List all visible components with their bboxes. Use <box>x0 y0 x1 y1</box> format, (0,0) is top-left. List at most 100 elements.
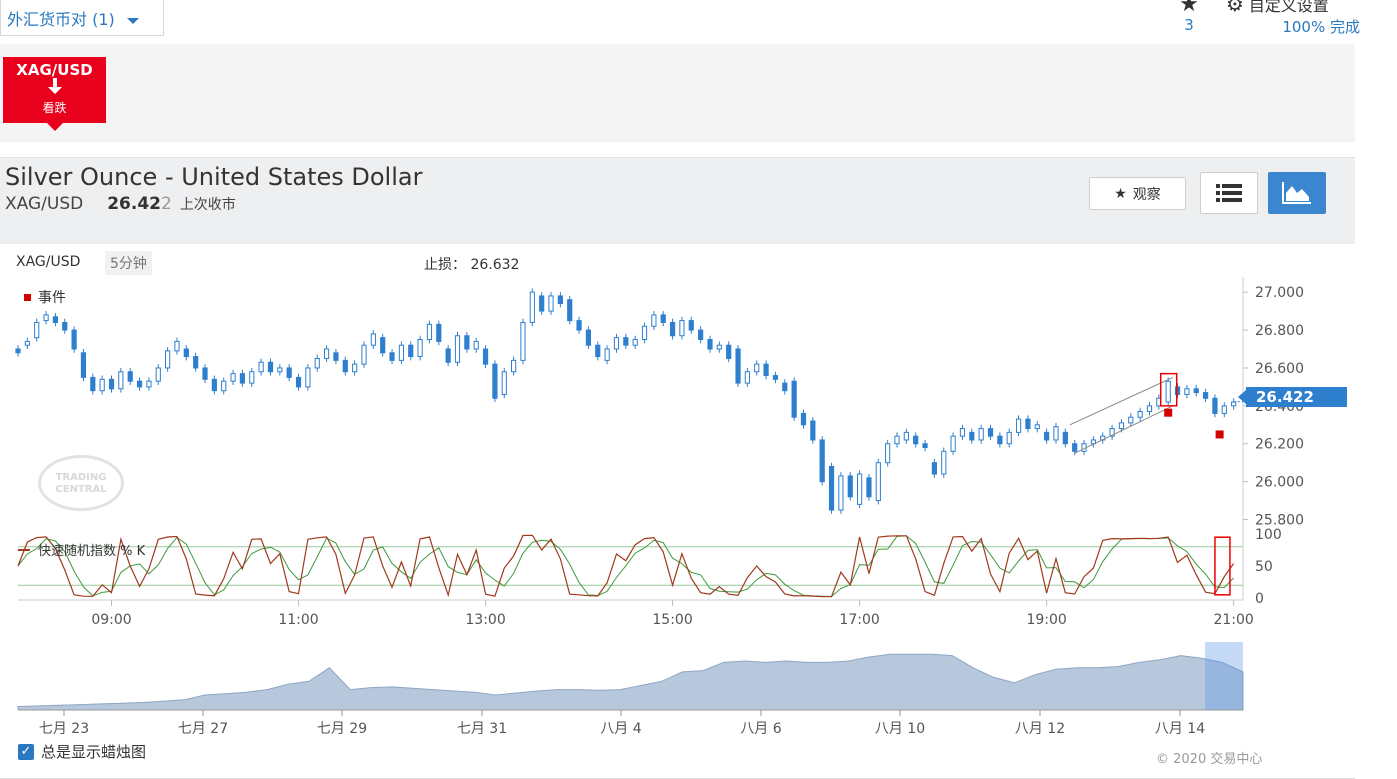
candle <box>875 462 881 502</box>
candle <box>800 412 807 426</box>
candle <box>221 380 227 392</box>
navigator-tick-label: 七月 27 <box>178 721 228 734</box>
time-tick-label: 15:00 <box>652 612 692 628</box>
chevron-down-icon <box>126 17 139 24</box>
candle <box>15 348 21 354</box>
signal-highlight-box <box>1159 372 1178 407</box>
candle <box>408 344 414 358</box>
watch-count: 3 <box>1184 16 1194 34</box>
candle <box>716 344 722 350</box>
candle <box>174 340 180 352</box>
stochastic-d-line <box>17 535 1234 598</box>
navigator-tick-label: 八月 4 <box>600 721 641 734</box>
candle <box>314 357 320 369</box>
candle <box>1202 392 1209 399</box>
navigator-tick-label: 七月 31 <box>457 721 507 734</box>
candle <box>866 477 872 498</box>
time-tick-label: 11:00 <box>278 612 318 628</box>
candle <box>146 380 152 388</box>
candle <box>99 378 105 392</box>
candle <box>585 329 592 346</box>
candle <box>1146 405 1153 413</box>
candle <box>71 329 77 350</box>
candle <box>380 337 386 354</box>
navigator-tick-label: 七月 23 <box>39 721 89 734</box>
candle <box>567 299 573 322</box>
chart-view-button[interactable] <box>1268 172 1326 214</box>
candle <box>1193 388 1199 394</box>
candle <box>492 363 498 399</box>
candle <box>482 348 489 365</box>
time-tick-label: 17:00 <box>839 612 879 628</box>
navigator-tick-label: 八月 10 <box>875 721 925 734</box>
candle <box>623 337 629 346</box>
events-legend[interactable]: 事件 <box>24 287 66 307</box>
candle <box>323 348 330 359</box>
stochastic-legend-line-icon <box>18 548 30 551</box>
candle <box>62 321 68 331</box>
pair-selector-dropdown[interactable]: 外汇货币对 (1) <box>0 0 164 36</box>
candle <box>90 376 96 392</box>
candle <box>913 435 919 445</box>
instrument-title: Silver Ounce - United States Dollar <box>5 163 423 191</box>
checkmark-icon: ✓ <box>18 743 34 760</box>
candle <box>641 325 648 341</box>
candle <box>847 475 853 498</box>
candle <box>838 475 844 511</box>
candle <box>857 473 863 505</box>
candle <box>744 371 750 384</box>
candle <box>249 371 255 384</box>
candlestick-chart[interactable]: 27.00026.80026.60026.40026.20026.00025.8… <box>0 244 1355 734</box>
candle <box>165 350 171 369</box>
candle <box>997 435 1003 445</box>
candle <box>576 320 582 331</box>
candle <box>632 339 638 346</box>
candle <box>679 320 685 337</box>
watchlist-counter[interactable]: ★ 3 <box>1172 0 1206 34</box>
star-icon: ★ <box>1179 0 1199 17</box>
instrument-price: 26.422 <box>107 194 172 214</box>
candle <box>1128 416 1134 424</box>
timeframe-badge[interactable]: 5分钟 <box>105 251 152 275</box>
candle <box>604 348 610 361</box>
time-tick-label: 21:00 <box>1213 612 1253 628</box>
list-view-button[interactable] <box>1200 172 1258 214</box>
candle <box>1109 428 1115 437</box>
list-icon <box>1216 184 1242 202</box>
candle <box>539 295 545 312</box>
candle <box>1025 418 1031 430</box>
candle <box>885 443 891 464</box>
candle <box>136 380 143 388</box>
navigator-selection <box>1205 642 1243 710</box>
candle <box>202 367 208 380</box>
signal-symbol: XAG/USD <box>16 61 93 79</box>
copyright: © 2020 交易中心 <box>1156 752 1263 767</box>
price-main: 26.42 <box>107 194 161 214</box>
candle <box>426 323 433 341</box>
candle <box>277 367 283 373</box>
stop-loss-readout: 止损： 26.632 <box>424 254 519 274</box>
trading-central-logo: TRADING CENTRAL <box>38 455 124 511</box>
candle <box>436 323 442 342</box>
candle <box>501 371 507 395</box>
candle <box>698 329 704 341</box>
candle <box>707 339 713 350</box>
always-show-candles-checkbox[interactable]: ✓ 总是显示蜡烛图 <box>18 741 146 762</box>
candle <box>969 431 975 441</box>
price-last-digit: 2 <box>160 194 172 214</box>
current-price-tag: 26.422 <box>1238 387 1347 407</box>
watch-button[interactable]: ★ 观察 <box>1089 177 1186 210</box>
candle <box>941 450 947 475</box>
signal-card-xagusd[interactable]: XAG/USD 看跌 <box>3 57 106 131</box>
candle <box>1137 411 1143 418</box>
candle <box>651 314 657 327</box>
candle <box>903 431 909 441</box>
time-tick-label: 13:00 <box>465 612 505 628</box>
candle <box>183 348 189 358</box>
customize-settings[interactable]: ⚙ 自定义设置 100% 完成 <box>1226 0 1360 37</box>
candle <box>520 321 526 361</box>
candle <box>80 352 87 378</box>
candle <box>239 373 246 384</box>
channel-upper-line <box>1069 376 1174 426</box>
candle <box>978 428 984 441</box>
